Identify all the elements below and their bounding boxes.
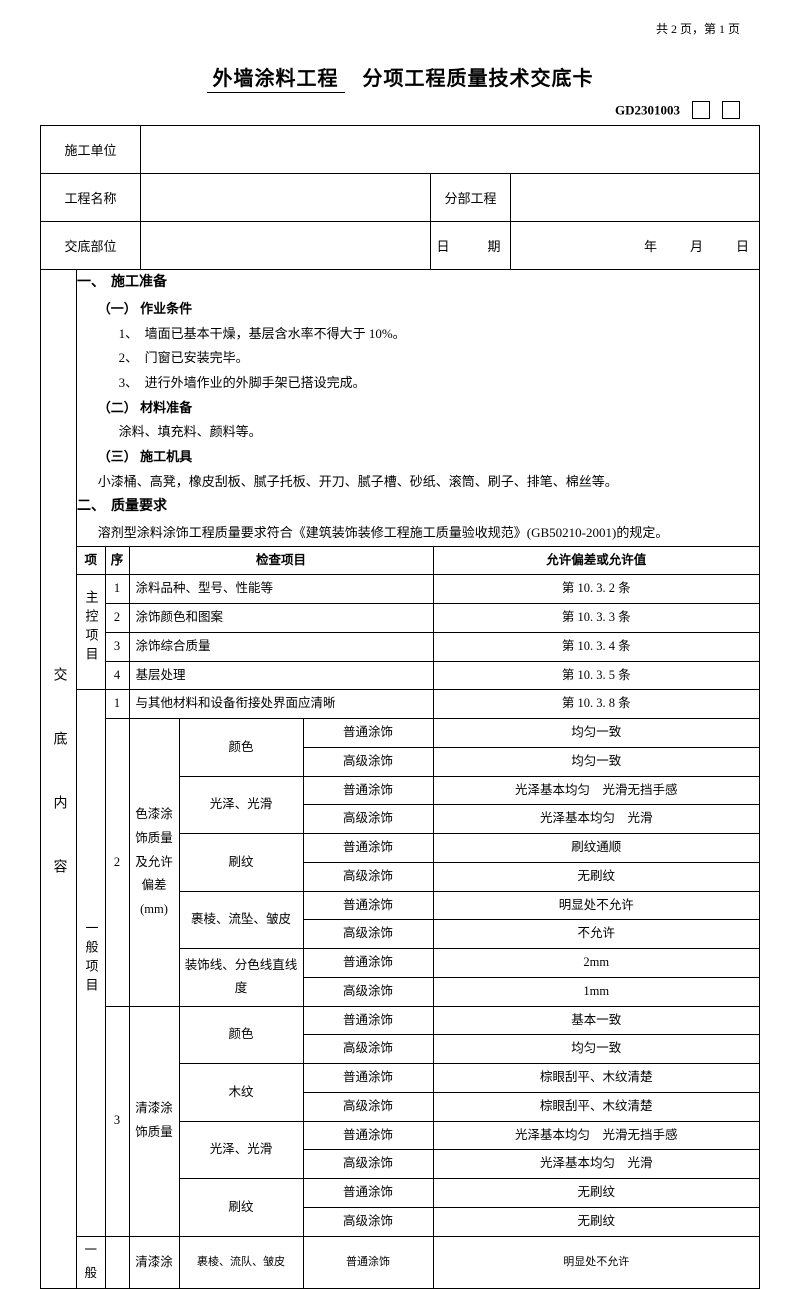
h-item: 项 [77, 546, 105, 575]
value-part [141, 222, 431, 270]
label-subproject: 分部工程 [431, 174, 511, 222]
title-row: 外墙涂料工程 分项工程质量技术交底卡 [40, 62, 760, 93]
label-date: 日 期 [431, 222, 511, 270]
gd-code-row: GD2301003 [40, 101, 760, 119]
general-label: 一般项目 [77, 690, 105, 1236]
h-tol: 允许偏差或允许值 [433, 546, 759, 575]
value-unit [141, 126, 760, 174]
title-main: 分项工程质量技术交底卡 [363, 62, 594, 91]
h-check: 检查项目 [129, 546, 433, 575]
side-label: 交 底 内 容 [41, 270, 77, 1289]
group2-title: 色漆涂饰质量及允许偏差(mm) [129, 719, 179, 1007]
label-project: 工程名称 [41, 174, 141, 222]
value-date: 年 月 日 [511, 222, 760, 270]
h-seq: 序 [105, 546, 129, 575]
label-unit: 施工单位 [41, 126, 141, 174]
main-ctrl-label: 主控项目 [77, 575, 105, 690]
content-cell: 一、 施工准备 （一） 作业条件 1、 墙面已基本干燥，基层含水率不得大于 10… [77, 270, 760, 1289]
page-number: 共 2 页，第 1 页 [40, 20, 760, 37]
inner-table: 项 序 检查项目 允许偏差或允许值 主控项目 1 涂料品种、型号、性能等 第 1… [77, 546, 759, 1289]
group3-title: 清漆涂饰质量 [129, 1006, 179, 1236]
label-part: 交底部位 [41, 222, 141, 270]
value-project [141, 174, 431, 222]
page-container: 共 2 页，第 1 页 外墙涂料工程 分项工程质量技术交底卡 GD2301003… [0, 0, 800, 1289]
title-prefix: 外墙涂料工程 [207, 62, 345, 93]
checkbox-1 [692, 101, 710, 119]
gd-code: GD2301003 [615, 102, 680, 117]
main-table: 施工单位 工程名称 分部工程 交底部位 日 期 年 月 日 交 底 内 容 一、… [40, 125, 760, 1289]
checkbox-2 [722, 101, 740, 119]
general2-label: 一般 [77, 1236, 105, 1288]
value-subproject [511, 174, 760, 222]
